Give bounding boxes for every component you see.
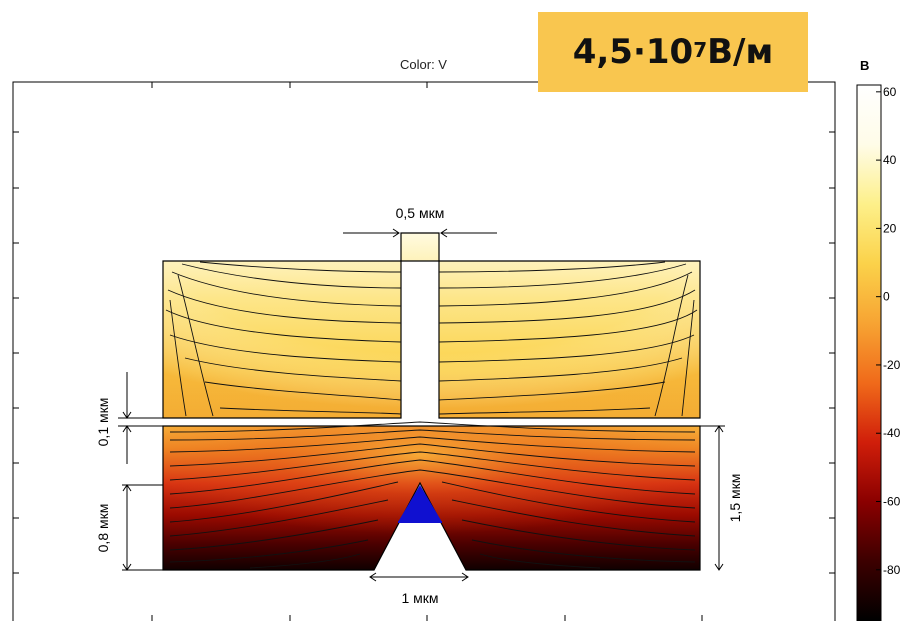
tip-base-label: 1 мкм — [401, 590, 438, 606]
colorbar-tick-label: -20 — [883, 358, 901, 372]
colorbar-tick-label: 60 — [883, 85, 897, 99]
gap-width-label: 0,5 мкм — [396, 205, 445, 221]
gap-height-dimension — [118, 372, 163, 464]
tip-electrode — [398, 485, 442, 522]
gap-width-dimension — [343, 228, 497, 238]
lower-region — [162, 425, 701, 571]
colorbar-tick-label: -40 — [883, 426, 901, 440]
colorbar-tick-label: -80 — [883, 563, 901, 577]
colorbar-tick-label: 0 — [883, 290, 890, 304]
badge-unit: В/м — [707, 32, 774, 72]
badge-exponent: 7 — [693, 38, 708, 62]
colorbar: 60 40 20 0 -20 -40 -60 -80 — [856, 84, 901, 621]
bottom-height-dimension — [700, 425, 725, 571]
lower-contours — [169, 421, 696, 569]
tip-base-dimension — [369, 572, 469, 582]
field-strength-badge: 4,5·10 7 В/м — [538, 12, 808, 92]
tip-height-dimension — [122, 484, 163, 571]
tip-height-label: 0,8 мкм — [95, 504, 111, 553]
bottom-height-label: 1,5 мкм — [727, 474, 743, 523]
colorbar-tick-label: 40 — [883, 153, 897, 167]
plot-title: Color: V — [400, 57, 447, 72]
colorbar-unit: В — [860, 58, 869, 73]
gap-height-label: 0,1 мкм — [95, 398, 111, 447]
upper-contours — [165, 261, 698, 417]
upper-region — [162, 232, 701, 419]
axes-frame — [12, 81, 836, 621]
colorbar-gradient — [856, 84, 882, 621]
colorbar-tick-label: -60 — [883, 495, 901, 509]
colorbar-tick-label: 20 — [883, 221, 897, 235]
badge-mantissa: 4,5·10 — [572, 32, 694, 72]
axis-ticks — [13, 82, 835, 621]
